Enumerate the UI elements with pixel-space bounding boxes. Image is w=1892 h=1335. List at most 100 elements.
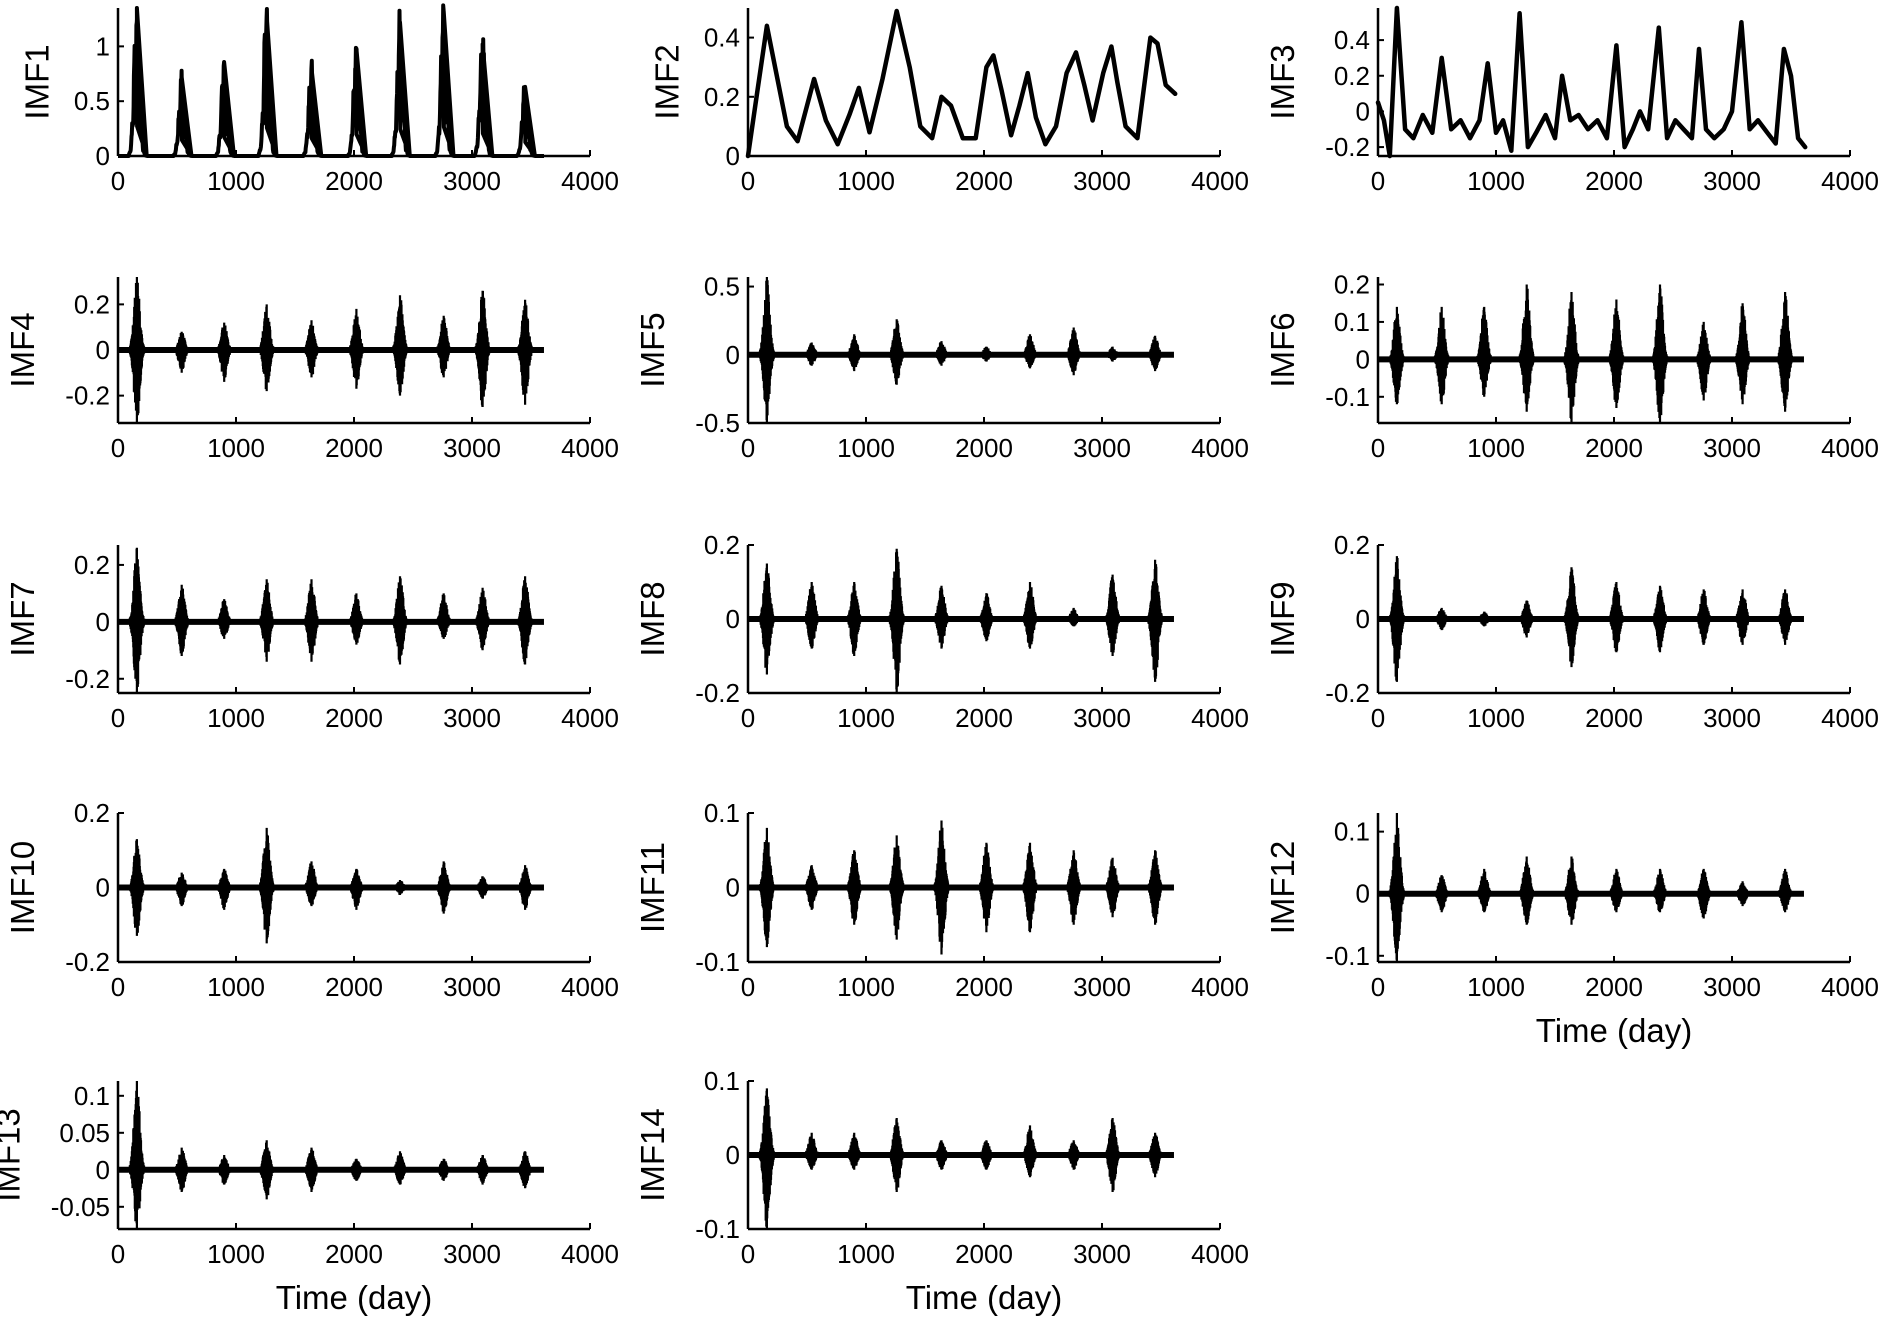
imf4-burst — [172, 331, 192, 373]
imf2-x-tick-label: 0 — [741, 166, 755, 196]
imf10-y-tick-label: -0.2 — [65, 947, 110, 977]
imf9-x-tick-label: 3000 — [1703, 703, 1761, 733]
imf7-burst — [172, 584, 192, 656]
imf10-burst — [257, 827, 276, 944]
imf7-burst — [390, 576, 410, 665]
imf5-burst — [1064, 327, 1083, 376]
imf9-burst — [1387, 556, 1407, 682]
imf7-burst — [515, 576, 535, 665]
imf14-y-tick-label: 0.1 — [704, 1066, 740, 1096]
imf9-burst — [1562, 567, 1581, 668]
imf8-burst — [1020, 582, 1040, 649]
imf5-burst — [1145, 335, 1165, 372]
imf4-y-tick-label: -0.2 — [65, 381, 110, 411]
imf11-y-axis-label: IMF11 — [634, 842, 671, 933]
imf14-burst — [932, 1140, 951, 1170]
imf5-x-tick-label: 4000 — [1191, 433, 1249, 463]
imf9-y-tick-label: 0.2 — [1334, 530, 1370, 560]
imf6-burst — [1694, 321, 1713, 401]
imf3-x-tick-label: 4000 — [1821, 166, 1879, 196]
imf9-y-tick-label: 0 — [1356, 604, 1370, 634]
imf9-y-tick-label: -0.2 — [1325, 678, 1370, 708]
imf8-burst — [757, 563, 777, 675]
imf8-x-tick-label: 4000 — [1191, 703, 1249, 733]
imf5-y-axis-label: IMF5 — [634, 312, 671, 387]
imf1-y-tick-label: 1 — [96, 31, 110, 61]
imf10-burst — [434, 861, 453, 914]
imf12-burst — [1650, 868, 1670, 913]
imf7-burst — [257, 579, 276, 662]
imf8-burst — [1103, 574, 1122, 656]
imf6-burst — [1562, 292, 1581, 423]
imf9-burst — [1517, 600, 1536, 638]
imf11-y-tick-label: -0.1 — [695, 947, 740, 977]
imf13-burst — [257, 1140, 276, 1200]
imf1-x-tick-label: 0 — [111, 166, 125, 196]
imf6-y-tick-label: -0.1 — [1325, 382, 1370, 412]
imf2-panel: 0 1000 2000 3000 4000 0 0.2 0.4 IMF2 — [649, 8, 1249, 196]
imf5-y-tick-label: 0 — [726, 340, 740, 370]
imf7-y-tick-label: -0.2 — [65, 664, 110, 694]
imf10-y-axis-label: IMF10 — [4, 841, 41, 935]
imf14-x-tick-label: 4000 — [1191, 1239, 1249, 1269]
imf11-burst — [757, 827, 777, 948]
imf1-panel: 0 1000 2000 3000 4000 0 0.5 1 IMF1 — [19, 3, 619, 196]
imf11-burst — [1103, 857, 1122, 918]
imf3-y-tick-label: 0.2 — [1334, 61, 1370, 91]
imf6-x-tick-label: 4000 — [1821, 433, 1879, 463]
imf4-x-tick-label: 3000 — [443, 433, 501, 463]
imf13-x-axis-title: Time (day) — [276, 1279, 432, 1316]
imf10-x-tick-label: 0 — [111, 972, 125, 1002]
imf10-burst — [127, 839, 147, 936]
imf5-burst — [932, 341, 951, 366]
imf12-x-tick-label: 3000 — [1703, 972, 1761, 1002]
imf8-x-tick-label: 1000 — [837, 703, 895, 733]
imf14-burst — [844, 1132, 864, 1170]
imf7-x-tick-label: 0 — [111, 703, 125, 733]
imf13-x-tick-label: 4000 — [561, 1239, 619, 1269]
imf5-burst — [977, 346, 996, 362]
imf8-burst — [887, 548, 906, 693]
imf10-x-tick-label: 3000 — [443, 972, 501, 1002]
imf9-x-tick-label: 1000 — [1467, 703, 1525, 733]
imf12-burst — [1474, 868, 1494, 913]
imf7-burst — [214, 599, 234, 639]
imf5-burst — [802, 342, 822, 366]
imf6-y-tick-label: 0.1 — [1334, 307, 1370, 337]
imf5-y-tick-label: 0.5 — [704, 272, 740, 302]
imf9-burst — [1474, 611, 1494, 627]
imf11-burst — [802, 865, 822, 910]
imf5-burst — [1103, 346, 1122, 362]
imf4-burst — [434, 315, 453, 378]
imf12-burst — [1733, 881, 1752, 907]
imf7-y-tick-label: 0.2 — [74, 550, 110, 580]
imf7-x-tick-label: 2000 — [325, 703, 383, 733]
imf9-burst — [1733, 589, 1752, 645]
imf5-burst — [1020, 334, 1040, 369]
imf10-burst — [214, 868, 234, 910]
imf13-x-tick-label: 3000 — [443, 1239, 501, 1269]
imf5-x-tick-label: 3000 — [1073, 433, 1131, 463]
imf9-burst — [1650, 585, 1670, 653]
imf14-x-axis-title: Time (day) — [906, 1279, 1062, 1316]
imf10-burst — [515, 865, 535, 910]
imf4-burst — [127, 277, 147, 423]
imf4-burst — [214, 322, 234, 382]
imf12-burst — [1694, 868, 1713, 919]
imf6-burst — [1607, 299, 1626, 408]
imf8-burst — [844, 582, 864, 656]
imf3-series-line — [1375, 5, 1808, 159]
imf12-x-tick-label: 2000 — [1585, 972, 1643, 1002]
imf6-burst — [1775, 292, 1795, 412]
imf2-y-axis-label: IMF2 — [649, 44, 686, 119]
imf2-x-tick-label: 1000 — [837, 166, 895, 196]
imf8-burst — [1145, 559, 1165, 682]
imf8-x-tick-label: 2000 — [955, 703, 1013, 733]
imf13-x-tick-label: 1000 — [207, 1239, 265, 1269]
imf1-x-tick-label: 1000 — [207, 166, 265, 196]
